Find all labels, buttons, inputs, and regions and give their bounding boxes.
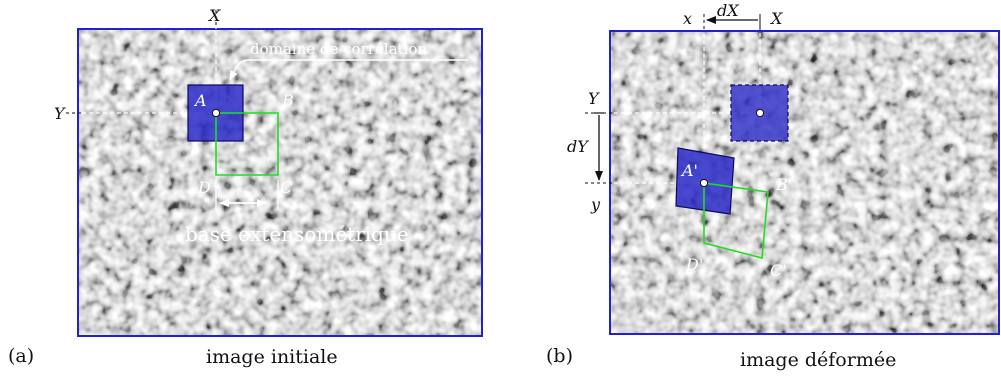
image-frame-initial [77, 28, 483, 337]
point-a-prime-marker [699, 178, 709, 188]
panel-b-caption: image déformée [740, 349, 896, 371]
gauge-square [215, 112, 279, 176]
correlation-domain-label: domaine de corrélation [250, 40, 427, 58]
point-a-marker [211, 108, 221, 118]
axis-y-def-label: y [590, 195, 601, 214]
point-d-prime-label: D' [685, 255, 703, 274]
delta-x-label: dX [717, 1, 739, 20]
gauge-base-label: base extensométrique [185, 222, 409, 246]
panel-a-caption: image initiale [206, 346, 338, 368]
point-b-label: B [281, 91, 294, 110]
speckle-image-deformed [610, 31, 999, 334]
axis-x-label-b: X [769, 9, 783, 28]
callout-leader [229, 59, 468, 81]
axis-x-label: X [207, 6, 221, 25]
axis-y-label: Y [54, 104, 66, 123]
point-b-prime-label: B' [775, 175, 792, 194]
speckle-image-initial [78, 29, 482, 336]
point-c-label: C [280, 178, 292, 197]
point-a-label: A [193, 91, 207, 110]
panel-b-tag: (b) [546, 345, 573, 367]
deformed-gauge [703, 182, 769, 260]
panel-deformed: x dX X Y dY y A' B' C' D' (b) image défo… [546, 1, 1000, 371]
axis-y-label-b: Y [588, 89, 600, 108]
original-point-marker [755, 108, 765, 118]
axis-x-def-label: x [683, 9, 692, 28]
point-c-prime-label: C' [770, 261, 787, 280]
panel-a-tag: (a) [8, 345, 34, 367]
panel-initial: X Y A B C D domaine de corrélation base … [8, 6, 483, 368]
delta-y-label: dY [567, 137, 589, 156]
point-d-label: D [197, 178, 211, 197]
point-a-prime-label: A' [680, 161, 698, 180]
